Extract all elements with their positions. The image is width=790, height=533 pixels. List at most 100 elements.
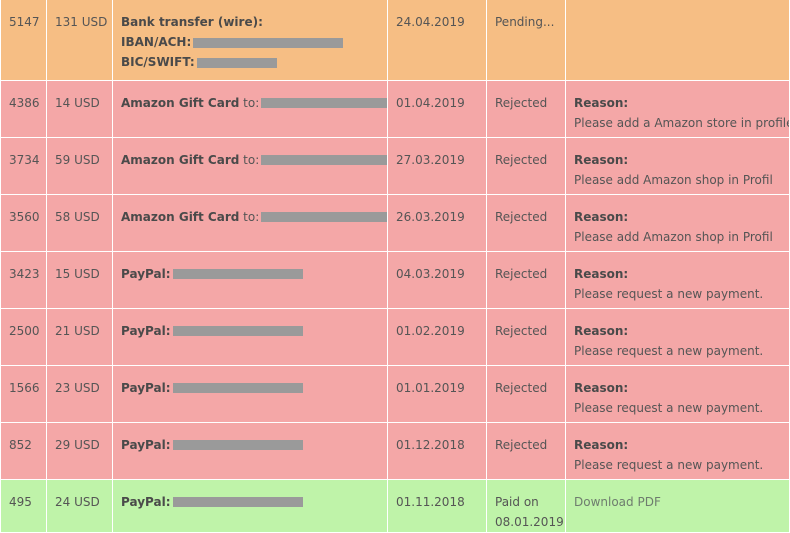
payout-status: Rejected [486,422,566,480]
payout-amount: 21 USD [46,308,113,366]
redacted-field [261,212,387,222]
redacted-field [172,269,303,279]
payout-date: 27.03.2019 [387,137,487,195]
payout-method: Amazon Gift Card to: [112,194,388,252]
payout-date: 01.02.2019 [387,308,487,366]
payout-status: Rejected [486,80,566,138]
payout-details [565,0,790,81]
payout-method: Amazon Gift Card to: [112,80,388,138]
method-label: Amazon Gift Card [121,95,240,110]
method-label: Amazon Gift Card [121,152,240,167]
payout-details: Reason: Please add Amazon shop in Profil [565,137,790,195]
payout-method: PayPal: [112,365,388,423]
payout-id: 2500 [0,308,47,366]
table-row: 2500 21 USD PayPal: 01.02.2019 Rejected … [0,308,790,366]
reason-text: Please add a Amazon store in profile [574,115,790,130]
payout-id: 3734 [0,137,47,195]
reason-text: Please request a new payment. [574,457,764,472]
method-label: PayPal: [121,437,171,452]
payout-details: Download PDF [565,479,790,533]
reason-label: Reason: [574,437,629,452]
reason-label: Reason: [574,266,629,281]
iban-label: IBAN/ACH: [121,35,192,49]
payout-id: 1566 [0,365,47,423]
method-suffix: to: [239,152,260,167]
payout-id: 5147 [0,0,47,81]
reason-text: Please add Amazon shop in Profil [574,172,773,187]
reason-label: Reason: [574,323,629,338]
payout-date: 01.12.2018 [387,422,487,480]
payout-method: PayPal: [112,422,388,480]
reason-text: Please request a new payment. [574,343,764,358]
table-row: 1566 23 USD PayPal: 01.01.2019 Rejected … [0,365,790,423]
redacted-field [193,37,344,48]
payout-amount: 14 USD [46,80,113,138]
payout-amount: 29 USD [46,422,113,480]
payout-status: Pending... [486,0,566,81]
payout-method: PayPal: [112,308,388,366]
payout-method: Amazon Gift Card to: [112,137,388,195]
redacted-field [172,497,303,507]
method-suffix: to: [239,209,260,224]
payout-details: Reason: Please add Amazon shop in Profil [565,194,790,252]
payout-details: Reason: Please request a new payment. [565,422,790,480]
reason-label: Reason: [574,95,629,110]
bic-label: BIC/SWIFT: [121,55,195,69]
reason-label: Reason: [574,380,629,395]
redacted-field [261,155,387,165]
reason-label: Reason: [574,209,629,224]
redacted-field [261,98,387,108]
payout-amount: 59 USD [46,137,113,195]
payout-status: Rejected [486,365,566,423]
paid-on-label: Paid on [495,494,539,509]
redacted-field [172,440,303,450]
payout-method: Bank transfer (wire): IBAN/ACH: BIC/SWIF… [112,0,388,81]
payout-id: 3560 [0,194,47,252]
payout-amount: 58 USD [46,194,113,252]
method-label: Bank transfer (wire): [121,15,263,29]
redacted-field [172,383,303,393]
method-label: PayPal: [121,494,171,509]
payout-date: 26.03.2019 [387,194,487,252]
payout-status: Rejected [486,308,566,366]
payout-date: 01.04.2019 [387,80,487,138]
payout-status: Rejected [486,194,566,252]
payout-amount: 23 USD [46,365,113,423]
reason-text: Please request a new payment. [574,286,764,301]
table-row: 3560 58 USD Amazon Gift Card to: 26.03.2… [0,194,790,252]
payout-details: Reason: Please request a new payment. [565,365,790,423]
method-label: PayPal: [121,266,171,281]
reason-text: Please request a new payment. [574,400,764,415]
payout-status: Rejected [486,137,566,195]
payout-details: Reason: Please add a Amazon store in pro… [565,80,790,138]
download-pdf-link[interactable]: Download PDF [574,494,661,509]
redacted-field [172,326,303,336]
payout-id: 495 [0,479,47,533]
payout-id: 3423 [0,251,47,309]
payout-id: 852 [0,422,47,480]
payout-details: Reason: Please request a new payment. [565,251,790,309]
payout-id: 4386 [0,80,47,138]
method-label: Amazon Gift Card [121,209,240,224]
reason-label: Reason: [574,152,629,167]
payout-method: PayPal: [112,479,388,533]
table-row: 852 29 USD PayPal: 01.12.2018 Rejected R… [0,422,790,480]
payout-date: 04.03.2019 [387,251,487,309]
paid-on-date: 08.01.2019 [495,514,564,529]
table-row: 3423 15 USD PayPal: 04.03.2019 Rejected … [0,251,790,309]
method-label: PayPal: [121,380,171,395]
payout-status: Paid on 08.01.2019 [486,479,566,533]
table-row: 5147 131 USD Bank transfer (wire): IBAN/… [0,0,790,81]
payout-amount: 24 USD [46,479,113,533]
payout-amount: 15 USD [46,251,113,309]
payout-date: 01.11.2018 [387,479,487,533]
payout-date: 24.04.2019 [387,0,487,81]
table-row: 495 24 USD PayPal: 01.11.2018 Paid on 08… [0,479,790,533]
payout-status: Rejected [486,251,566,309]
payout-details: Reason: Please request a new payment. [565,308,790,366]
redacted-field [196,57,277,68]
table-row: 3734 59 USD Amazon Gift Card to: 27.03.2… [0,137,790,195]
payout-method: PayPal: [112,251,388,309]
payout-date: 01.01.2019 [387,365,487,423]
